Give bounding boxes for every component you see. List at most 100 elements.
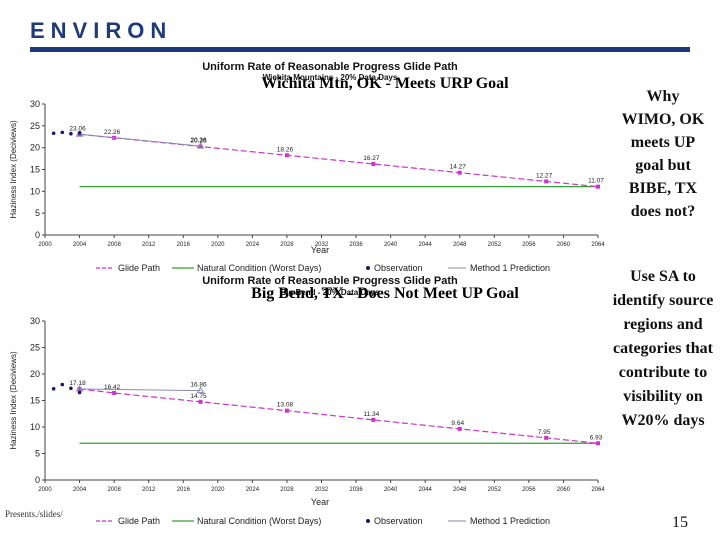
chart-big-bend: Uniform Rate of Reasonable Progress Glid…	[9, 275, 605, 526]
prediction-marker	[196, 386, 205, 394]
data-label: 14.75	[190, 393, 207, 400]
y-tick-label: 15	[30, 396, 40, 406]
x-tick-label: 2008	[107, 242, 121, 248]
y-tick-label: 30	[30, 99, 40, 109]
x-tick-label: 2040	[384, 242, 398, 248]
legend-obs-label: Observation	[374, 516, 423, 526]
legend-glide-label: Glide Path	[118, 516, 160, 526]
y-axis-title: Haziness Index (Deciviews)	[9, 120, 18, 219]
glide-path-marker	[371, 161, 376, 166]
x-tick-label: 2008	[107, 487, 121, 493]
data-label: 13.08	[277, 402, 294, 409]
data-label: 12.27	[536, 172, 553, 179]
y-tick-label: 30	[30, 316, 40, 326]
prediction-line	[79, 388, 201, 392]
data-label: 20.36	[190, 137, 207, 144]
data-label: 14.27	[450, 164, 467, 171]
observation-point	[77, 390, 82, 395]
observation-point	[60, 130, 65, 135]
x-tick-label: 2024	[246, 487, 260, 493]
x-tick-label: 2044	[419, 487, 433, 493]
legend-glide-label: Glide Path	[118, 263, 160, 273]
y-tick-label: 25	[30, 121, 40, 131]
x-tick-label: 2028	[280, 242, 294, 248]
chart-subtitle: Big Bend - 20% Data Days	[280, 288, 380, 297]
prediction-line	[79, 133, 201, 147]
x-tick-label: 2040	[384, 487, 398, 493]
observation-point	[69, 131, 73, 136]
data-label: 11.34	[363, 411, 379, 418]
x-tick-label: 2016	[177, 242, 191, 248]
x-tick-label: 2052	[488, 242, 502, 248]
footer-path: Presents./slides/	[5, 509, 63, 519]
x-tick-label: 2004	[73, 242, 87, 248]
x-tick-label: 2016	[177, 487, 191, 493]
x-tick-label: 2056	[522, 242, 536, 248]
glide-path-line	[79, 388, 599, 444]
y-axis-title: Haziness Index (Deciviews)	[9, 351, 18, 450]
x-tick-label: 2000	[38, 242, 52, 248]
y-tick-label: 20	[30, 369, 40, 379]
y-tick-label: 20	[30, 143, 40, 153]
data-label: 22.26	[104, 129, 121, 136]
glide-path-marker	[596, 441, 600, 446]
y-tick-label: 5	[35, 208, 40, 218]
chart-subtitle: Wichita Mountains - 20% Data Days	[263, 73, 398, 82]
data-label: 23.06	[69, 125, 86, 132]
y-tick-label: 0	[35, 475, 40, 485]
glide-path-marker	[284, 153, 289, 158]
x-tick-label: 2004	[73, 487, 87, 493]
glide-path-marker	[457, 170, 462, 175]
side-question: Why WIMO, OK meets UP goal but BIBE, TX …	[621, 88, 705, 220]
data-label: 16.42	[104, 384, 121, 391]
x-tick-label: 2036	[349, 242, 363, 248]
legend-pred-label: Method 1 Prediction	[470, 516, 550, 526]
data-label: 18.26	[277, 146, 294, 153]
x-tick-label: 2060	[557, 242, 571, 248]
legend-natural-label: Natural Condition (Worst Days)	[197, 516, 321, 526]
logo-rule	[30, 47, 690, 52]
legend-obs-label: Observation	[374, 263, 423, 273]
prediction-marker	[196, 142, 205, 149]
y-tick-label: 0	[35, 230, 40, 240]
chart-title: Uniform Rate of Reasonable Progress Glid…	[202, 275, 458, 287]
x-tick-label: 2064	[591, 242, 605, 248]
page-number: 15	[672, 514, 688, 531]
chart-overlay-title: Wichita Mtn, OK - Meets URP Goal	[261, 75, 509, 92]
charts-area: Uniform Rate of Reasonable Progress Glid…	[9, 61, 605, 526]
glide-path-marker	[198, 399, 203, 404]
glide-path-marker	[544, 435, 549, 440]
chart-overlay-title: Big Bend, TX - Does Not Meet UP Goal	[251, 285, 519, 302]
legend-obs-swatch	[366, 266, 370, 270]
x-tick-label: 2012	[142, 242, 156, 248]
glide-path-marker	[544, 179, 549, 184]
observation-point	[51, 387, 56, 391]
observation-point	[60, 382, 65, 387]
chart-wichita: Uniform Rate of Reasonable Progress Glid…	[9, 61, 605, 273]
x-tick-label: 2012	[142, 487, 156, 493]
x-tick-label: 2020	[211, 487, 225, 493]
data-label: 16.86	[190, 382, 207, 389]
glide-path-marker	[284, 408, 289, 413]
x-tick-label: 2024	[246, 242, 260, 248]
glide-path-marker	[198, 144, 203, 149]
y-tick-label: 15	[30, 165, 40, 175]
data-label: 9.64	[451, 420, 464, 427]
y-tick-label: 10	[30, 422, 40, 432]
observation-point	[77, 131, 82, 135]
y-tick-label: 10	[30, 186, 40, 196]
glide-path-marker	[457, 426, 462, 431]
x-tick-label: 2032	[315, 487, 329, 493]
side-sa-text: Use SA to identify source regions and ca…	[612, 268, 714, 429]
data-label: 11.07	[588, 178, 604, 185]
x-axis-title: Year	[311, 245, 329, 255]
glide-path-marker	[371, 417, 376, 422]
x-tick-label: 2060	[557, 487, 571, 493]
glide-path-marker	[596, 184, 600, 189]
chart-title: Uniform Rate of Reasonable Progress Glid…	[202, 61, 458, 73]
legend-pred-label: Method 1 Prediction	[470, 263, 550, 273]
glide-path-marker	[112, 390, 117, 395]
x-tick-label: 2064	[591, 487, 605, 493]
data-label: 20.26	[190, 138, 207, 145]
y-tick-label: 5	[35, 449, 40, 459]
